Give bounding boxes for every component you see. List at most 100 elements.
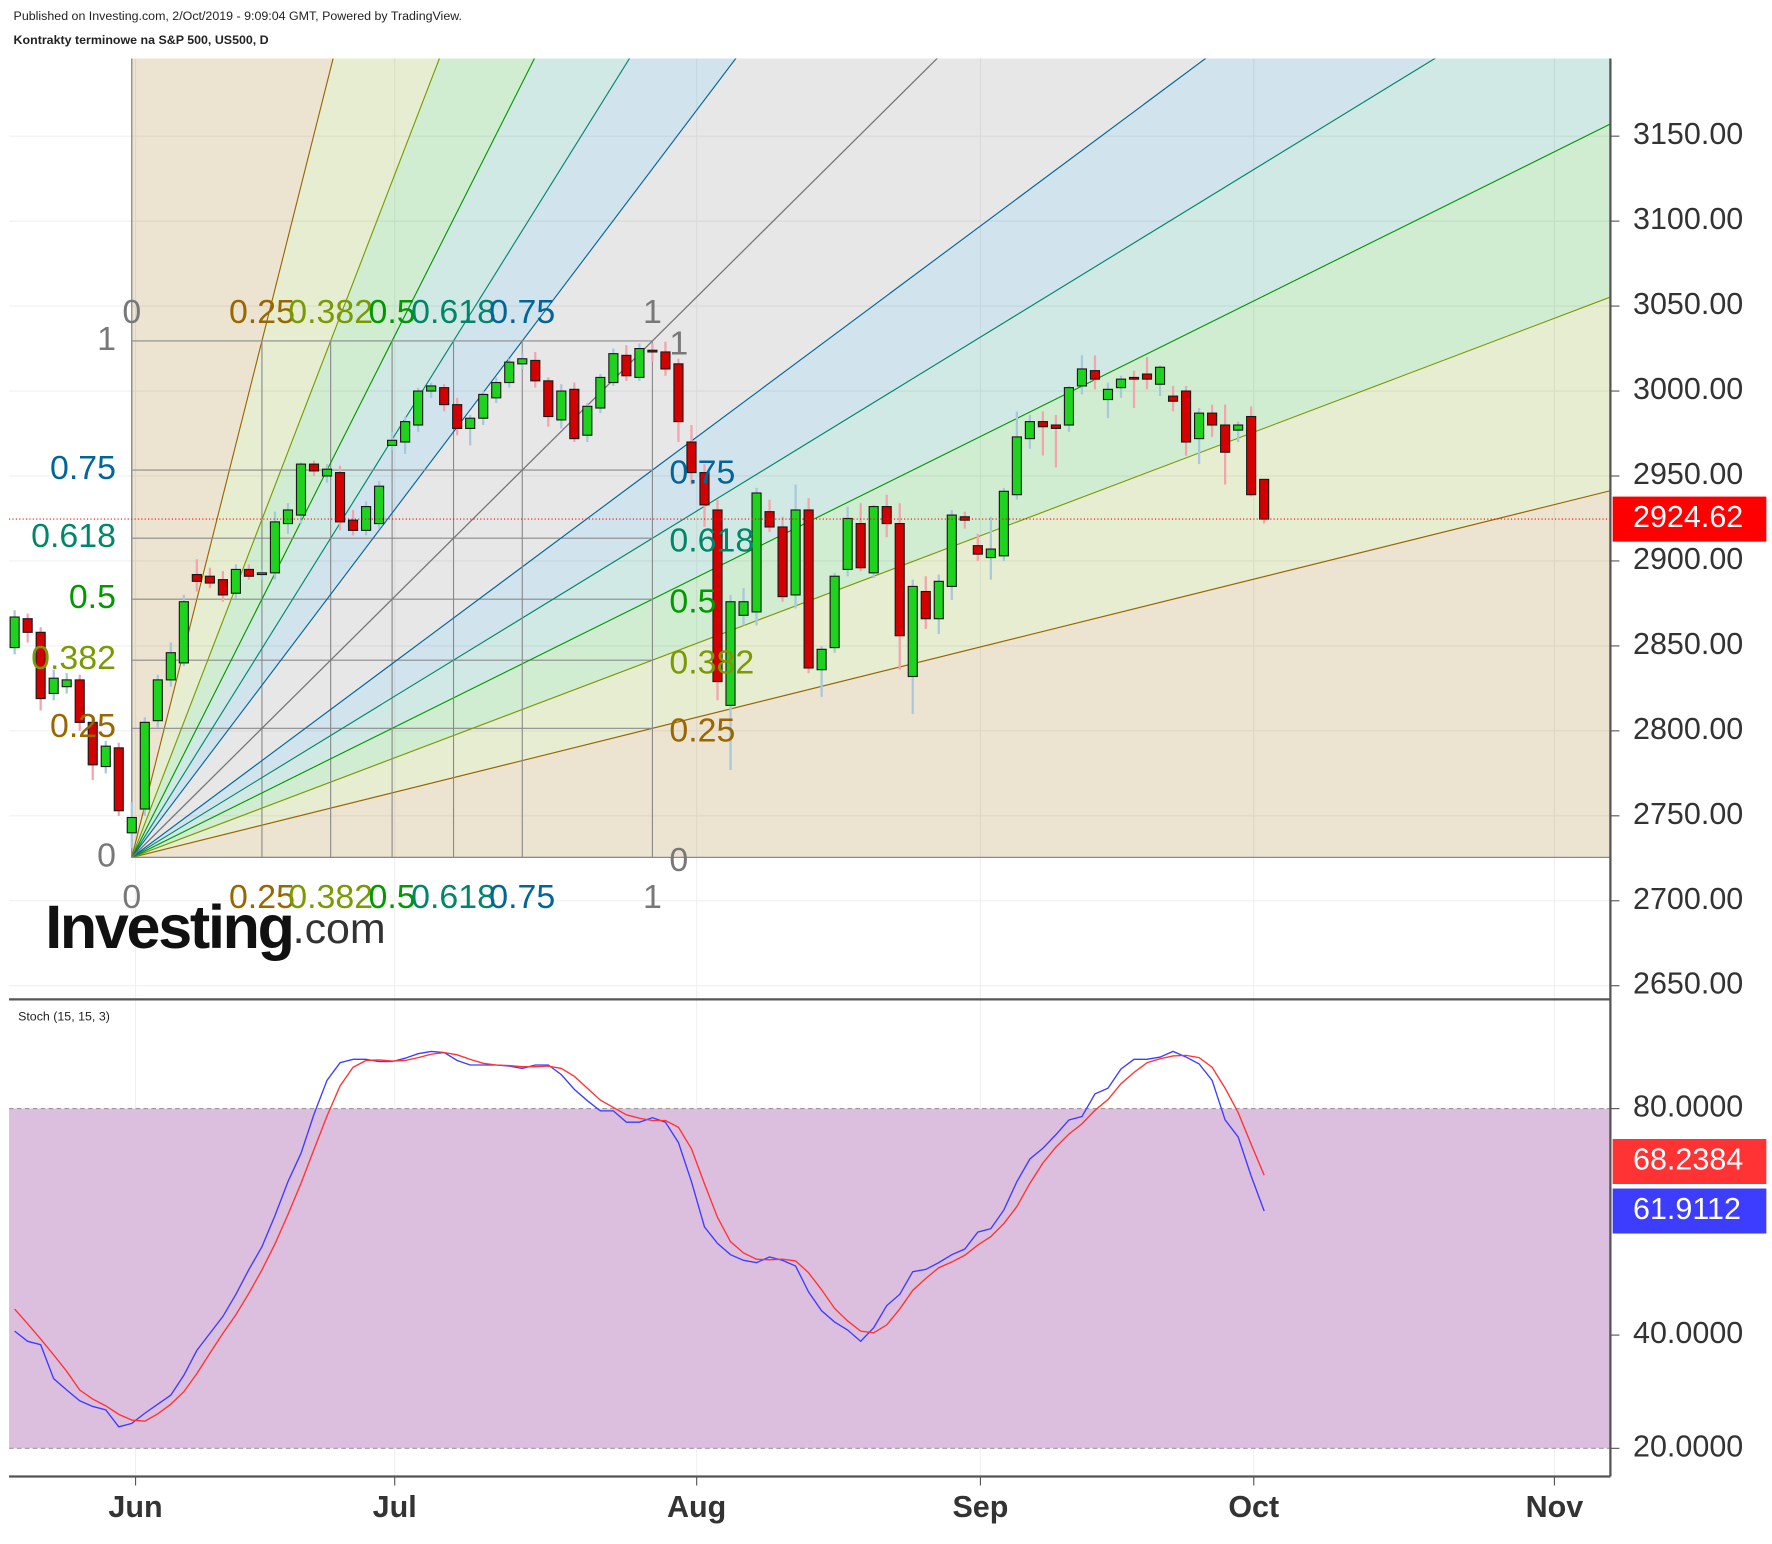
gann-level-label: 0.25 (50, 707, 116, 745)
candle-body (165, 652, 176, 681)
gann-level-label: 0.75 (669, 454, 735, 492)
candle-body (22, 618, 33, 633)
y-tick-label: 20.0000 (1633, 1429, 1743, 1463)
indicator-title: Stoch (15, 15, 3) (18, 1010, 110, 1024)
candle-body (998, 490, 1009, 557)
candle-body (1050, 424, 1062, 429)
gann-level-label: 0.25 (229, 878, 295, 916)
candle-body (933, 580, 944, 620)
candle-body (269, 521, 281, 574)
x-tick-label: Jun (108, 1490, 162, 1524)
candle-body (790, 509, 801, 596)
x-tick-label: Oct (1228, 1490, 1279, 1524)
gann-level-label: 0 (122, 293, 141, 331)
gann-level-label: 0 (97, 836, 116, 874)
stoch-line (14, 1051, 1265, 1422)
candle-body (1180, 390, 1192, 443)
candle-body (530, 359, 541, 382)
candle-body (582, 405, 593, 436)
candle-body (478, 393, 489, 419)
candle-body (282, 509, 294, 525)
gann-level-label: 0.618 (411, 293, 496, 331)
gann-level-label: 0.382 (669, 644, 754, 682)
stoch-line (14, 1050, 1265, 1428)
gann-level-label: 0.5 (669, 583, 716, 621)
gann-zone (131, 58, 1611, 858)
candle-body (74, 679, 85, 723)
y-tick-label: 2850.00 (1633, 627, 1743, 661)
candle-body (907, 585, 918, 678)
y-tick-label: 2750.00 (1633, 797, 1743, 831)
candle-body (686, 441, 697, 474)
candle-body (1128, 376, 1140, 380)
gann-level-label: 0.5 (69, 578, 116, 616)
candle-body (295, 463, 307, 516)
candle-body (9, 616, 20, 649)
candle-body (1194, 412, 1205, 440)
candle-body (1259, 478, 1270, 520)
candle-body (751, 492, 762, 613)
candle-body (87, 721, 98, 766)
y-tick-label: 3050.00 (1633, 287, 1743, 321)
x-tick-label: Sep (952, 1490, 1008, 1524)
instrument-title: Kontrakty terminowe na S&P 500, US500, D (14, 33, 269, 47)
candle-body (829, 575, 840, 649)
candle-body (1037, 421, 1048, 428)
candle-body (777, 526, 788, 598)
last-value-box (1612, 1188, 1767, 1234)
candle-body (985, 548, 996, 559)
candle-body (569, 388, 580, 440)
y-tick-label: 2950.00 (1633, 457, 1743, 491)
y-tick-label: 2900.00 (1633, 542, 1743, 576)
gann-level-label: 1 (643, 878, 662, 916)
candle-body (491, 381, 502, 399)
candle-body (126, 816, 137, 834)
candle-body (1076, 368, 1088, 387)
candle-body (360, 506, 372, 531)
candle-body (35, 631, 46, 700)
x-tick-label: Aug (667, 1490, 726, 1524)
candle-body (699, 472, 710, 506)
gann-level-label: 0.75 (489, 878, 555, 916)
last-value-label: 61.9112 (1633, 1192, 1741, 1226)
candle-body (673, 363, 684, 423)
candle-body (1063, 387, 1075, 426)
candle-body (347, 519, 359, 531)
candle-body (308, 463, 320, 472)
gann-level-label: 0.5 (369, 878, 416, 916)
main-plot (9, 58, 1611, 1000)
candle-body (855, 523, 866, 569)
candle-body (413, 390, 424, 426)
y-tick-label: 2800.00 (1633, 712, 1743, 746)
candle-body (517, 358, 528, 365)
y-tick-label: 3100.00 (1633, 202, 1743, 236)
candle-body (152, 679, 163, 722)
candle-body (1024, 421, 1035, 440)
last-price-box (1612, 496, 1767, 542)
last-price-label: 2924.62 (1633, 500, 1743, 534)
candle-body (803, 509, 814, 669)
candle-body (230, 568, 241, 594)
candle-body (1207, 412, 1218, 426)
candle-body (504, 361, 515, 384)
y-tick-label: 80.0000 (1633, 1090, 1743, 1124)
candle-body (634, 347, 645, 379)
candle-body (608, 353, 619, 384)
last-value-box (1612, 1139, 1767, 1185)
candle-body (556, 390, 567, 421)
last-value-label: 68.2384 (1633, 1143, 1743, 1177)
candle-body (243, 568, 255, 577)
candle-body (959, 516, 970, 521)
candle-body (647, 349, 658, 353)
candle-body (725, 601, 736, 706)
gann-level-label: 1 (97, 320, 116, 358)
gann-level-label: 0.75 (489, 293, 555, 331)
candle-body (204, 575, 215, 584)
gann-level-label: 0.618 (669, 522, 754, 560)
y-tick-label: 3150.00 (1633, 117, 1743, 151)
logo-name: Investing (45, 893, 292, 961)
gann-level-label: 0.618 (411, 878, 496, 916)
candle-body (894, 523, 905, 637)
